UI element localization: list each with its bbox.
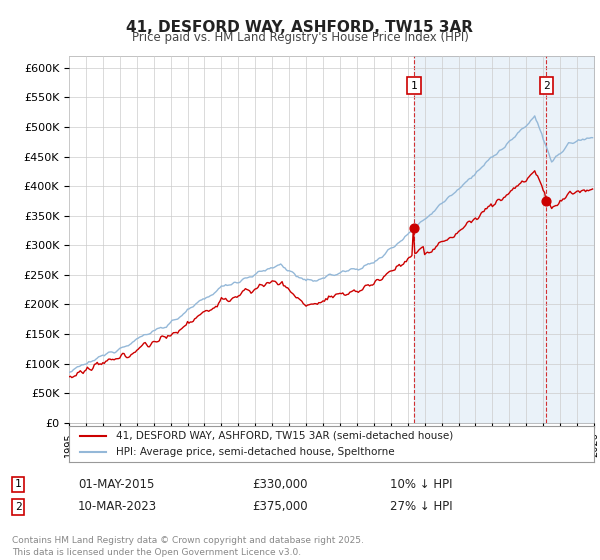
Text: 41, DESFORD WAY, ASHFORD, TW15 3AR: 41, DESFORD WAY, ASHFORD, TW15 3AR: [127, 20, 473, 35]
Text: 1: 1: [410, 81, 418, 91]
Text: Contains HM Land Registry data © Crown copyright and database right 2025.
This d: Contains HM Land Registry data © Crown c…: [12, 536, 364, 557]
Text: £330,000: £330,000: [252, 478, 308, 491]
Text: 01-MAY-2015: 01-MAY-2015: [78, 478, 154, 491]
Text: 10% ↓ HPI: 10% ↓ HPI: [390, 478, 452, 491]
Text: HPI: Average price, semi-detached house, Spelthorne: HPI: Average price, semi-detached house,…: [116, 447, 395, 457]
Text: £375,000: £375,000: [252, 500, 308, 514]
Text: 27% ↓ HPI: 27% ↓ HPI: [390, 500, 452, 514]
Text: 41, DESFORD WAY, ASHFORD, TW15 3AR (semi-detached house): 41, DESFORD WAY, ASHFORD, TW15 3AR (semi…: [116, 431, 454, 441]
Point: [542, 197, 551, 206]
Text: 10-MAR-2023: 10-MAR-2023: [78, 500, 157, 514]
Text: 1: 1: [14, 479, 22, 489]
Text: 2: 2: [14, 502, 22, 512]
Text: Price paid vs. HM Land Registry's House Price Index (HPI): Price paid vs. HM Land Registry's House …: [131, 31, 469, 44]
Text: 2: 2: [543, 81, 550, 91]
Point: [409, 223, 419, 232]
